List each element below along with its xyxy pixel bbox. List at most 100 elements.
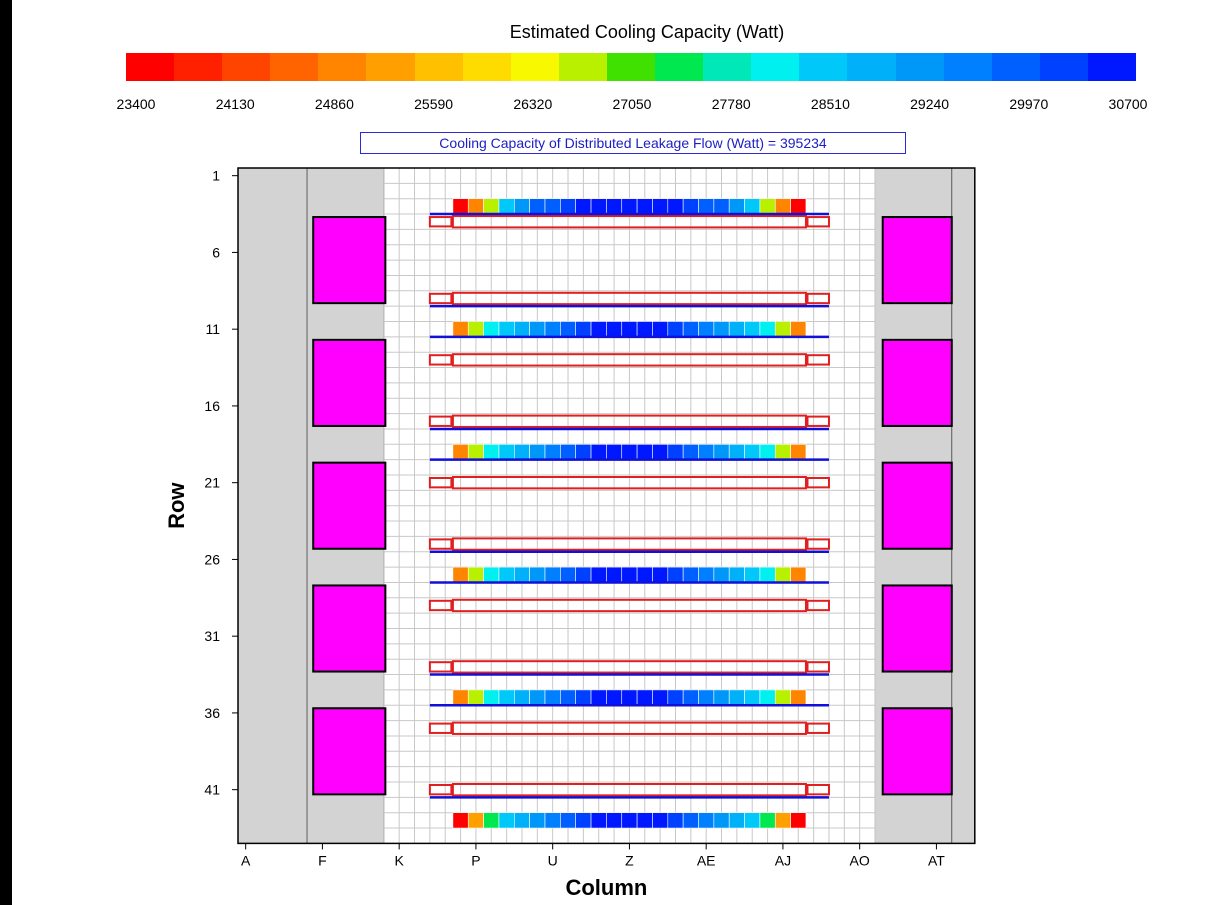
y-tick-label: 11 [205, 321, 220, 337]
perforated-tile [498, 321, 515, 338]
perforated-tile [698, 443, 715, 460]
perforated-tile [698, 198, 715, 215]
rack-end [428, 292, 453, 305]
perforated-tile [467, 198, 484, 215]
colorbar-swatch [270, 53, 319, 81]
perforated-tile [744, 812, 761, 829]
rack-row [451, 660, 807, 674]
rack-end [428, 599, 453, 612]
perforated-tile [621, 566, 638, 583]
perforated-tile [590, 566, 607, 583]
colorbar-ticks: 23400 24130 24860 25590 26320 27050 27780 28510… [12, 96, 1225, 116]
perforated-tile [513, 198, 530, 215]
colorbar-tick-label: 27050 [612, 96, 652, 112]
perforated-tile [652, 566, 669, 583]
perforated-tile [452, 321, 469, 338]
perforated-tile [621, 198, 638, 215]
colorbar-swatch [174, 53, 223, 81]
x-tick-label: U [548, 852, 558, 868]
perforated-tile [452, 443, 469, 460]
perforated-tile [713, 198, 730, 215]
x-tick-label: AT [928, 852, 945, 868]
perforated-tile [790, 689, 807, 706]
crac-unit [312, 338, 387, 427]
perforated-tile [529, 566, 546, 583]
perforated-tile [759, 689, 776, 706]
perforated-tile [667, 689, 684, 706]
perforated-tile [744, 689, 761, 706]
perforated-tile [529, 321, 546, 338]
perforated-tile [728, 321, 745, 338]
perforated-tile [575, 321, 592, 338]
colorbar-swatch [558, 53, 607, 81]
perforated-tile [636, 689, 653, 706]
perforated-tile [667, 443, 684, 460]
rack-end [428, 415, 453, 427]
perforated-tile [621, 689, 638, 706]
perforated-tile [652, 321, 669, 338]
colorbar-swatch [126, 53, 175, 81]
perforated-tile [560, 566, 576, 583]
perforated-tile [682, 198, 699, 215]
perforated-tile [744, 321, 761, 338]
perforated-tile [467, 443, 484, 460]
colorbar-swatch [991, 53, 1040, 81]
colorbar-tick-label: 30700 [1108, 96, 1148, 112]
perforated-tile [483, 321, 500, 338]
rack-end [428, 722, 453, 734]
perforated-tile [575, 566, 592, 583]
perforated-tile [759, 812, 776, 829]
x-tick-label: K [395, 852, 405, 868]
perforated-tile [682, 321, 699, 338]
perforated-tile [544, 321, 561, 338]
x-tick-label: F [318, 852, 327, 868]
perforated-tile [744, 566, 761, 583]
perforated-tile [790, 198, 807, 215]
perforated-tile [590, 812, 607, 829]
perforated-tile [667, 198, 684, 215]
chart-title: Estimated Cooling Capacity (Watt) [509, 22, 785, 42]
colorbar-swatch [222, 53, 271, 81]
perforated-tile [682, 812, 699, 829]
perforated-tile [498, 198, 515, 215]
perforated-tile [698, 812, 715, 829]
perforated-tile [636, 443, 653, 460]
x-tick-label: A [241, 852, 251, 868]
perforated-tile [560, 198, 576, 215]
crac-unit [881, 338, 953, 427]
colorbar-swatch [1087, 53, 1136, 81]
x-tick-label: AO [850, 852, 870, 868]
perforated-tile [575, 689, 592, 706]
perforated-tile [759, 566, 776, 583]
perforated-tile [682, 566, 699, 583]
x-tick-label: Z [625, 852, 634, 868]
perforated-tile [774, 689, 791, 706]
crac-unit [881, 707, 953, 796]
perforated-tile [544, 812, 561, 829]
perforated-tile [636, 198, 653, 215]
colorbar-tick-label: 26320 [513, 96, 553, 112]
perforated-tile [621, 812, 638, 829]
perforated-tile [498, 689, 515, 706]
plot-frame [237, 167, 976, 845]
perforated-tile [667, 566, 684, 583]
perforated-tile [774, 321, 791, 338]
colorbar-swatch [799, 53, 848, 81]
perforated-tile [713, 812, 730, 829]
perforated-tile [529, 812, 546, 829]
crac-unit [312, 584, 387, 673]
y-tick-label: 31 [204, 628, 220, 644]
rack-row [451, 783, 807, 797]
perforated-tile [544, 198, 561, 215]
perforated-tile [606, 443, 623, 460]
colorbar-swatch [510, 53, 559, 81]
perforated-tile [467, 321, 484, 338]
perforated-tile [590, 198, 607, 215]
perforated-tile [728, 566, 745, 583]
colorbar-swatch [366, 53, 415, 81]
colorbar-tick-label: 23400 [116, 96, 156, 112]
colorbar-swatch [943, 53, 992, 81]
perforated-tile [498, 443, 515, 460]
rack-row [451, 291, 807, 306]
